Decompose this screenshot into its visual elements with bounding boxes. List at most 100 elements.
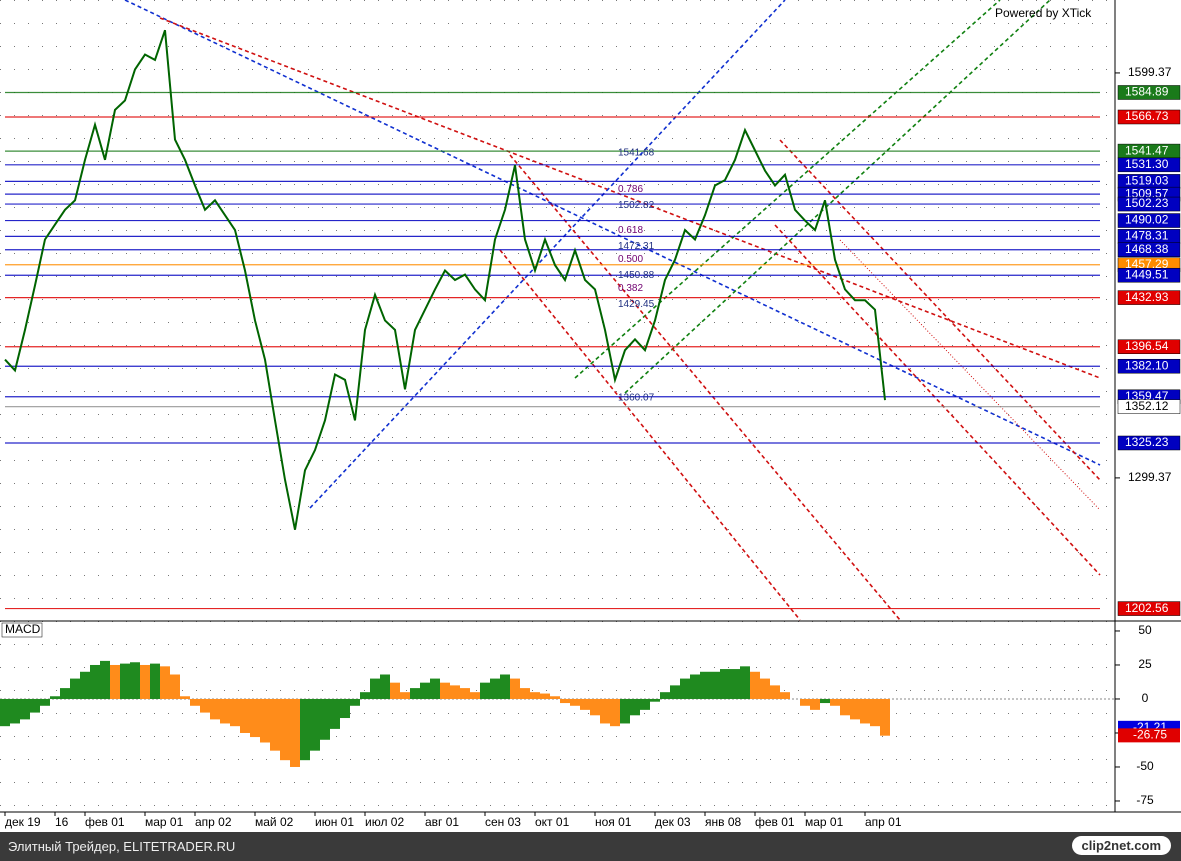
x-tick-label: июн 01 bbox=[315, 815, 354, 829]
fib-ratio: 0.382 bbox=[618, 283, 643, 294]
level-label: 1490.02 bbox=[1125, 213, 1169, 227]
histogram-bar bbox=[740, 666, 750, 699]
histogram-bar bbox=[330, 698, 340, 729]
histogram-bar bbox=[270, 698, 280, 751]
histogram-bar bbox=[570, 698, 580, 706]
x-tick-label: авг 01 bbox=[425, 815, 459, 829]
y-tick-label: 50 bbox=[1138, 623, 1152, 637]
x-tick-label: дек 19 bbox=[5, 815, 41, 829]
histogram-bar bbox=[500, 674, 510, 699]
level-label: 1449.51 bbox=[1125, 267, 1169, 281]
level-label: 1396.54 bbox=[1125, 339, 1169, 353]
histogram-bar bbox=[220, 698, 230, 724]
level-label: 1325.23 bbox=[1125, 435, 1169, 449]
level-box bbox=[1117, 157, 1181, 173]
panel-title: MACD bbox=[5, 622, 41, 636]
histogram-bar bbox=[300, 698, 310, 761]
level-label: 1382.10 bbox=[1125, 358, 1169, 372]
y-tick-label: 1599.37 bbox=[1128, 65, 1172, 79]
level-box bbox=[1117, 339, 1181, 354]
level-label: 1566.73 bbox=[1125, 109, 1169, 123]
histogram-bar bbox=[280, 698, 290, 761]
histogram-bar bbox=[870, 698, 880, 727]
x-tick-label: ноя 01 bbox=[595, 815, 632, 829]
histogram-bar bbox=[110, 664, 120, 699]
level-box bbox=[1117, 358, 1181, 374]
histogram-bar bbox=[180, 696, 190, 699]
level-label: 1519.03 bbox=[1125, 174, 1169, 188]
level-label: 1202.56 bbox=[1125, 601, 1169, 615]
histogram-bar bbox=[160, 666, 170, 699]
histogram-bar bbox=[720, 669, 730, 699]
histogram-bar bbox=[430, 678, 440, 699]
histogram-bar bbox=[780, 692, 790, 699]
histogram-bar bbox=[840, 698, 850, 716]
marker-box bbox=[1118, 728, 1180, 743]
fib-ratio: 0.786 bbox=[618, 184, 643, 195]
histogram-bar bbox=[130, 662, 140, 699]
histogram-bar bbox=[340, 698, 350, 719]
histogram-bar bbox=[550, 696, 560, 699]
x-tick-label: янв 08 bbox=[705, 815, 742, 829]
histogram-bar bbox=[70, 678, 80, 699]
level-label: 1432.93 bbox=[1125, 290, 1169, 304]
y-tick-label: -50 bbox=[1136, 759, 1154, 773]
badge[interactable]: clip2net.com bbox=[1071, 836, 1171, 855]
histogram-bar bbox=[600, 698, 610, 724]
histogram-bar bbox=[770, 685, 780, 699]
histogram-bar bbox=[380, 674, 390, 699]
x-tick-label: дек 03 bbox=[655, 815, 691, 829]
marker-label: -26.75 bbox=[1133, 728, 1167, 742]
footer: Элитный Трейдер, ELITETRADER.RU clip2net… bbox=[0, 832, 1181, 861]
x-tick-label: сен 03 bbox=[485, 815, 521, 829]
fib-value: 1541.68 bbox=[618, 147, 655, 158]
histogram-bar bbox=[150, 663, 160, 699]
x-tick-label: май 02 bbox=[255, 815, 294, 829]
histogram-bar bbox=[520, 688, 530, 699]
histogram-bar bbox=[660, 692, 670, 699]
level-label: 1457.29 bbox=[1125, 257, 1169, 271]
level-label: 1541.47 bbox=[1125, 143, 1169, 157]
histogram-bar bbox=[200, 698, 210, 713]
x-tick-label: 16 bbox=[55, 815, 69, 829]
level-box bbox=[1117, 242, 1181, 258]
y-tick-label: 0 bbox=[1142, 691, 1149, 705]
y-tick-label: -75 bbox=[1136, 793, 1154, 807]
x-tick-label: окт 01 bbox=[535, 815, 570, 829]
histogram-bar bbox=[310, 698, 320, 751]
histogram-bar bbox=[810, 698, 820, 710]
histogram-bar bbox=[80, 671, 90, 699]
histogram-bar bbox=[830, 698, 840, 706]
histogram-bar bbox=[170, 674, 180, 699]
x-tick-label: июл 02 bbox=[365, 815, 404, 829]
watermark: Powered by XTick bbox=[995, 6, 1092, 20]
histogram-bar bbox=[470, 692, 480, 699]
histogram-bar bbox=[90, 664, 100, 699]
level-box bbox=[1117, 196, 1181, 212]
histogram-bar bbox=[420, 682, 430, 699]
histogram-bar bbox=[240, 698, 250, 733]
fib-ratio: 0.500 bbox=[618, 254, 643, 265]
histogram-bar bbox=[820, 698, 830, 704]
histogram-bar bbox=[750, 671, 760, 699]
level-label: 1584.89 bbox=[1125, 85, 1169, 99]
histogram-bar bbox=[360, 692, 370, 699]
footer-text: Элитный Трейдер, ELITETRADER.RU bbox=[8, 839, 236, 854]
level-box bbox=[1117, 267, 1181, 283]
x-tick-label: апр 02 bbox=[195, 815, 232, 829]
x-tick-label: мар 01 bbox=[145, 815, 184, 829]
histogram-bar bbox=[440, 682, 450, 699]
level-label: 1468.38 bbox=[1125, 242, 1169, 256]
histogram-bar bbox=[690, 674, 700, 699]
histogram-bar bbox=[670, 685, 680, 699]
histogram-bar bbox=[400, 692, 410, 699]
level-label: 1531.30 bbox=[1125, 157, 1169, 171]
histogram-bar bbox=[700, 671, 710, 699]
x-tick-label: мар 01 bbox=[805, 815, 844, 829]
fib-value: 1429.45 bbox=[618, 299, 655, 310]
histogram-bar bbox=[260, 698, 270, 743]
histogram-bar bbox=[630, 698, 640, 716]
price-line bbox=[4, 29, 886, 530]
histogram-bar bbox=[410, 688, 420, 699]
